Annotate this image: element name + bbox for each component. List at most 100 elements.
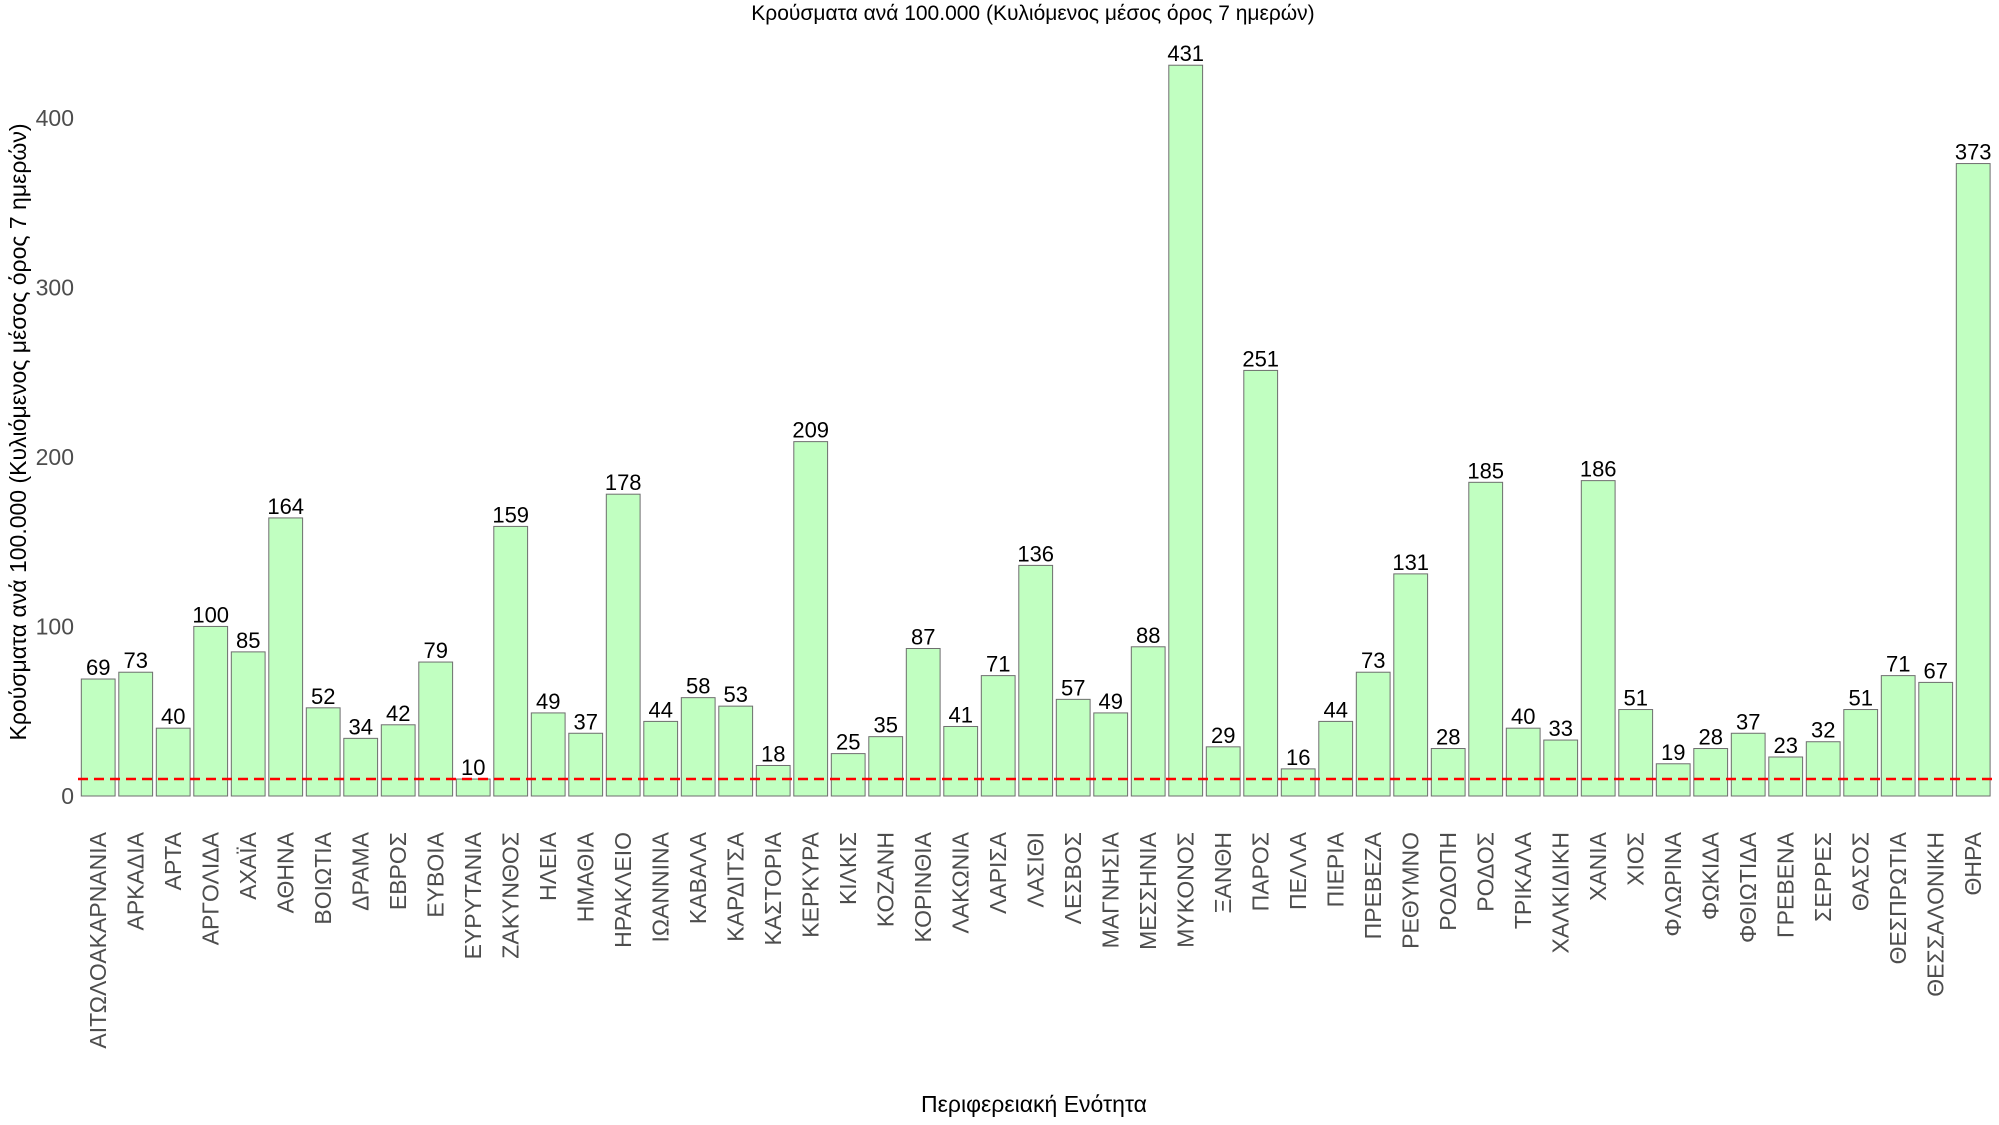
- y-tick-label-100: 100: [36, 613, 74, 639]
- x-tick-label-41: ΧΑΝΙΑ: [1585, 831, 1611, 901]
- x-tick-label-17: ΚΑΒΑΛΑ: [685, 831, 711, 924]
- chart-title: Κρούσματα ανά 100.000 (Κυλιόμενος μέσος …: [751, 2, 1314, 25]
- bar-36: [1393, 573, 1429, 797]
- x-tick-label-11: ΕΥΡΥΤΑΝΙΑ: [460, 831, 486, 959]
- x-tick-label-35: ΠΡΕΒΕΖΑ: [1360, 831, 1386, 939]
- bar-value-label-29: 88: [1136, 623, 1160, 648]
- bar-value-label-1: 69: [86, 655, 110, 680]
- bar-value-label-23: 87: [911, 624, 935, 649]
- x-tick-label-31: ΞΑΝΘΗ: [1210, 832, 1236, 913]
- x-tick-label-9: ΕΒΡΟΣ: [385, 832, 411, 910]
- bar-29: [1130, 646, 1166, 797]
- bar-35: [1355, 671, 1391, 797]
- bar-10: [418, 661, 454, 797]
- bar-value-label-14: 37: [573, 709, 597, 734]
- bar-51: [1955, 163, 1991, 797]
- bar-7: [305, 707, 341, 797]
- bar-17: [680, 697, 716, 797]
- x-tick-label-22: ΚΟΖΑΝΗ: [873, 832, 899, 927]
- x-tick-label-40: ΧΑΛΚΙΔΙΚΗ: [1548, 832, 1574, 953]
- bar-32: [1243, 369, 1279, 797]
- x-tick-label-5: ΑΧΑΪΑ: [235, 831, 261, 899]
- bar-50: [1918, 681, 1954, 797]
- bar-28: [1093, 712, 1129, 797]
- y-tick-label-400: 400: [36, 105, 74, 131]
- x-tick-label-43: ΦΛΩΡΙΝΑ: [1660, 831, 1686, 936]
- y-tick-label-0: 0: [61, 783, 74, 809]
- x-axis-tick-labels: ΑΙΤΩΛΟΑΚΑΡΝΑΝΙΑ ΑΡΚΑΔΙΑ ΑΡΤΑ ΑΡΓΟΛΙΔΑ ΑΧΑΪΑ Α…: [85, 831, 1986, 1048]
- bar-15: [605, 493, 641, 797]
- bar-19: [755, 764, 791, 797]
- bar-48: [1843, 709, 1879, 797]
- x-tick-label-47: ΣΕΡΡΕΣ: [1810, 832, 1836, 922]
- bar-value-label-19: 18: [761, 741, 785, 766]
- bar-6: [268, 517, 304, 797]
- x-tick-label-12: ΖΑΚΥΝΘΟΣ: [498, 832, 524, 959]
- x-tick-label-25: ΛΑΡΙΣΑ: [985, 831, 1011, 914]
- bar-3: [155, 727, 191, 797]
- x-tick-label-50: ΘΕΣΣΑΛΟΝΙΚΗ: [1923, 832, 1949, 997]
- x-tick-label-32: ΠΑΡΟΣ: [1248, 832, 1274, 911]
- bar-value-label-4: 100: [192, 602, 229, 627]
- x-tick-label-1: ΑΙΤΩΛΟΑΚΑΡΝΑΝΙΑ: [85, 831, 111, 1048]
- bar-40: [1543, 739, 1579, 797]
- bar-value-label-22: 35: [873, 713, 897, 738]
- x-tick-label-38: ΡΟΔΟΣ: [1473, 832, 1499, 912]
- bar-16: [643, 720, 679, 797]
- x-axis-title: Περιφερειακή Ενότητα: [921, 1091, 1147, 1117]
- bar-value-label-11: 10: [461, 755, 485, 780]
- x-tick-label-42: ΧΙΟΣ: [1623, 832, 1649, 886]
- bar-value-label-32: 251: [1242, 346, 1279, 371]
- bar-value-label-15: 178: [605, 470, 642, 495]
- x-tick-label-27: ΛΕΣΒΟΣ: [1060, 832, 1086, 924]
- x-tick-label-6: ΑΘΗΝΑ: [273, 831, 299, 913]
- bar-value-label-50: 67: [1923, 658, 1947, 683]
- bar-44: [1693, 748, 1729, 797]
- bars: [80, 64, 1991, 797]
- x-tick-label-14: ΗΜΑΘΙΑ: [573, 831, 599, 922]
- x-tick-label-10: ΕΥΒΟΙΑ: [423, 831, 449, 917]
- bar-value-label-24: 41: [948, 702, 972, 727]
- bar-value-label-17: 58: [686, 674, 710, 699]
- x-tick-label-24: ΛΑΚΩΝΙΑ: [948, 831, 974, 933]
- bar-27: [1055, 698, 1091, 797]
- x-tick-label-46: ΓΡΕΒΕΝΑ: [1773, 831, 1799, 938]
- y-axis-tick-labels: 0 100 200 300 400: [36, 105, 74, 809]
- bar-value-label-9: 42: [386, 701, 410, 726]
- bar-value-label-28: 49: [1098, 689, 1122, 714]
- bar-value-label-25: 71: [986, 652, 1010, 677]
- bar-25: [980, 675, 1016, 797]
- bar-value-label-41: 186: [1580, 457, 1617, 482]
- x-tick-label-7: ΒΟΙΩΤΙΑ: [310, 831, 336, 924]
- bar-13: [530, 712, 566, 797]
- x-tick-label-48: ΘΑΣΟΣ: [1848, 832, 1874, 911]
- bar-value-label-45: 37: [1736, 709, 1760, 734]
- x-tick-label-45: ΦΘΙΩΤΙΔΑ: [1735, 831, 1761, 943]
- bar-value-label-5: 85: [236, 628, 260, 653]
- bar-34: [1318, 720, 1354, 797]
- bar-value-label-18: 53: [723, 682, 747, 707]
- y-tick-label-300: 300: [36, 274, 74, 300]
- bar-21: [830, 753, 866, 797]
- bar-47: [1805, 741, 1841, 797]
- bar-value-label-12: 159: [492, 502, 529, 527]
- bar-value-label-46: 23: [1773, 733, 1797, 758]
- bar-value-label-36: 131: [1392, 550, 1429, 575]
- bar-value-label-39: 40: [1511, 704, 1535, 729]
- value-labels: 69 73 40 100 85 164 52 34 42 79 10 159 49 37 178 44 58 53…: [86, 41, 1992, 780]
- bar-value-label-43: 19: [1661, 740, 1685, 765]
- bar-37: [1430, 748, 1466, 797]
- x-tick-label-19: ΚΑΣΤΟΡΙΑ: [760, 831, 786, 945]
- bar-11: [455, 778, 491, 797]
- bar-value-label-34: 44: [1323, 697, 1347, 722]
- bar-5: [230, 651, 266, 797]
- bar-value-label-8: 34: [348, 714, 372, 739]
- bar-4: [193, 625, 229, 797]
- bar-value-label-21: 25: [836, 730, 860, 755]
- x-tick-label-34: ΠΙΕΡΙΑ: [1323, 831, 1349, 907]
- x-tick-label-23: ΚΟΡΙΝΘΙΑ: [910, 831, 936, 942]
- bar-value-label-48: 51: [1848, 686, 1872, 711]
- bar-49: [1880, 675, 1916, 797]
- bar-12: [493, 525, 529, 797]
